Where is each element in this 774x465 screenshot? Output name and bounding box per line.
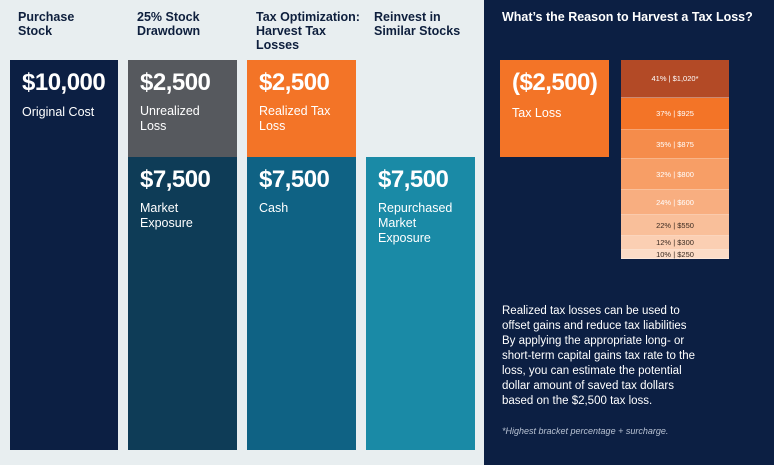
tax-rate-stack: 41% | $1,020* 37% | $925 35% | $875 32% | $… — [621, 60, 729, 269]
original-cost-value: $10,000 — [22, 69, 106, 96]
harvest-diagram: Purchase Stock 25% Stock Drawdown Tax Op… — [10, 10, 475, 450]
tax-rate-band: 24% | $600 — [621, 190, 729, 215]
realized-loss-label: Realized Tax Loss — [259, 104, 331, 133]
original-cost-label: Original Cost — [22, 105, 95, 119]
tax-loss-block: ($2,500) Tax Loss — [500, 60, 609, 157]
tax-rate-band: 32% | $800 — [621, 159, 729, 190]
repurchased-label: Repurchased Market Exposure — [378, 201, 453, 245]
tax-rate-band: 12% | $300 — [621, 236, 729, 250]
cash-value: $7,500 — [259, 166, 330, 193]
unrealized-loss-label: Unrealized Loss — [140, 104, 200, 133]
tax-rate-band: 37% | $925 — [621, 98, 729, 130]
tax-loss-label: Tax Loss — [512, 106, 562, 120]
column-header-purchase: Purchase Stock — [18, 10, 75, 38]
tax-rate-band: 41% | $1,020* — [621, 60, 729, 98]
unrealized-loss-block: $2,500 Unrealized Loss — [128, 60, 237, 157]
column-header-reinvest: Reinvest in Similar Stocks — [374, 10, 461, 38]
market-exposure-label: Market Exposure — [140, 201, 193, 230]
panel-description: Realized tax losses can be used to offse… — [502, 305, 696, 407]
column-header-harvest: Tax Optimization: Harvest Tax Losses — [256, 10, 360, 52]
column-header-drawdown: 25% Stock Drawdown — [137, 10, 201, 38]
repurchased-value: $7,500 — [378, 166, 449, 193]
original-cost-block: $10,000 Original Cost — [10, 60, 118, 450]
realized-loss-block: $2,500 Realized Tax Loss — [247, 60, 356, 157]
unrealized-loss-value: $2,500 — [140, 69, 211, 96]
reason-panel: What’s the Reason to Harvest a Tax Loss?… — [484, 0, 774, 465]
panel-title: What’s the Reason to Harvest a Tax Loss? — [502, 10, 753, 24]
tax-loss-value: ($2,500) — [512, 69, 598, 96]
tax-rate-band: 35% | $875 — [621, 130, 729, 159]
repurchased-exposure-block: $7,500 Repurchased Market Exposure — [366, 157, 475, 450]
tax-rate-band: 10% | $250 — [621, 250, 729, 259]
cash-block: $7,500 Cash — [247, 157, 356, 450]
footnote: *Highest bracket percentage + surcharge. — [502, 426, 669, 436]
realized-loss-value: $2,500 — [259, 69, 330, 96]
cash-label: Cash — [259, 201, 289, 215]
tax-rate-band: 22% | $550 — [621, 215, 729, 236]
market-exposure-value: $7,500 — [140, 166, 211, 193]
market-exposure-block: $7,500 Market Exposure — [128, 157, 237, 450]
